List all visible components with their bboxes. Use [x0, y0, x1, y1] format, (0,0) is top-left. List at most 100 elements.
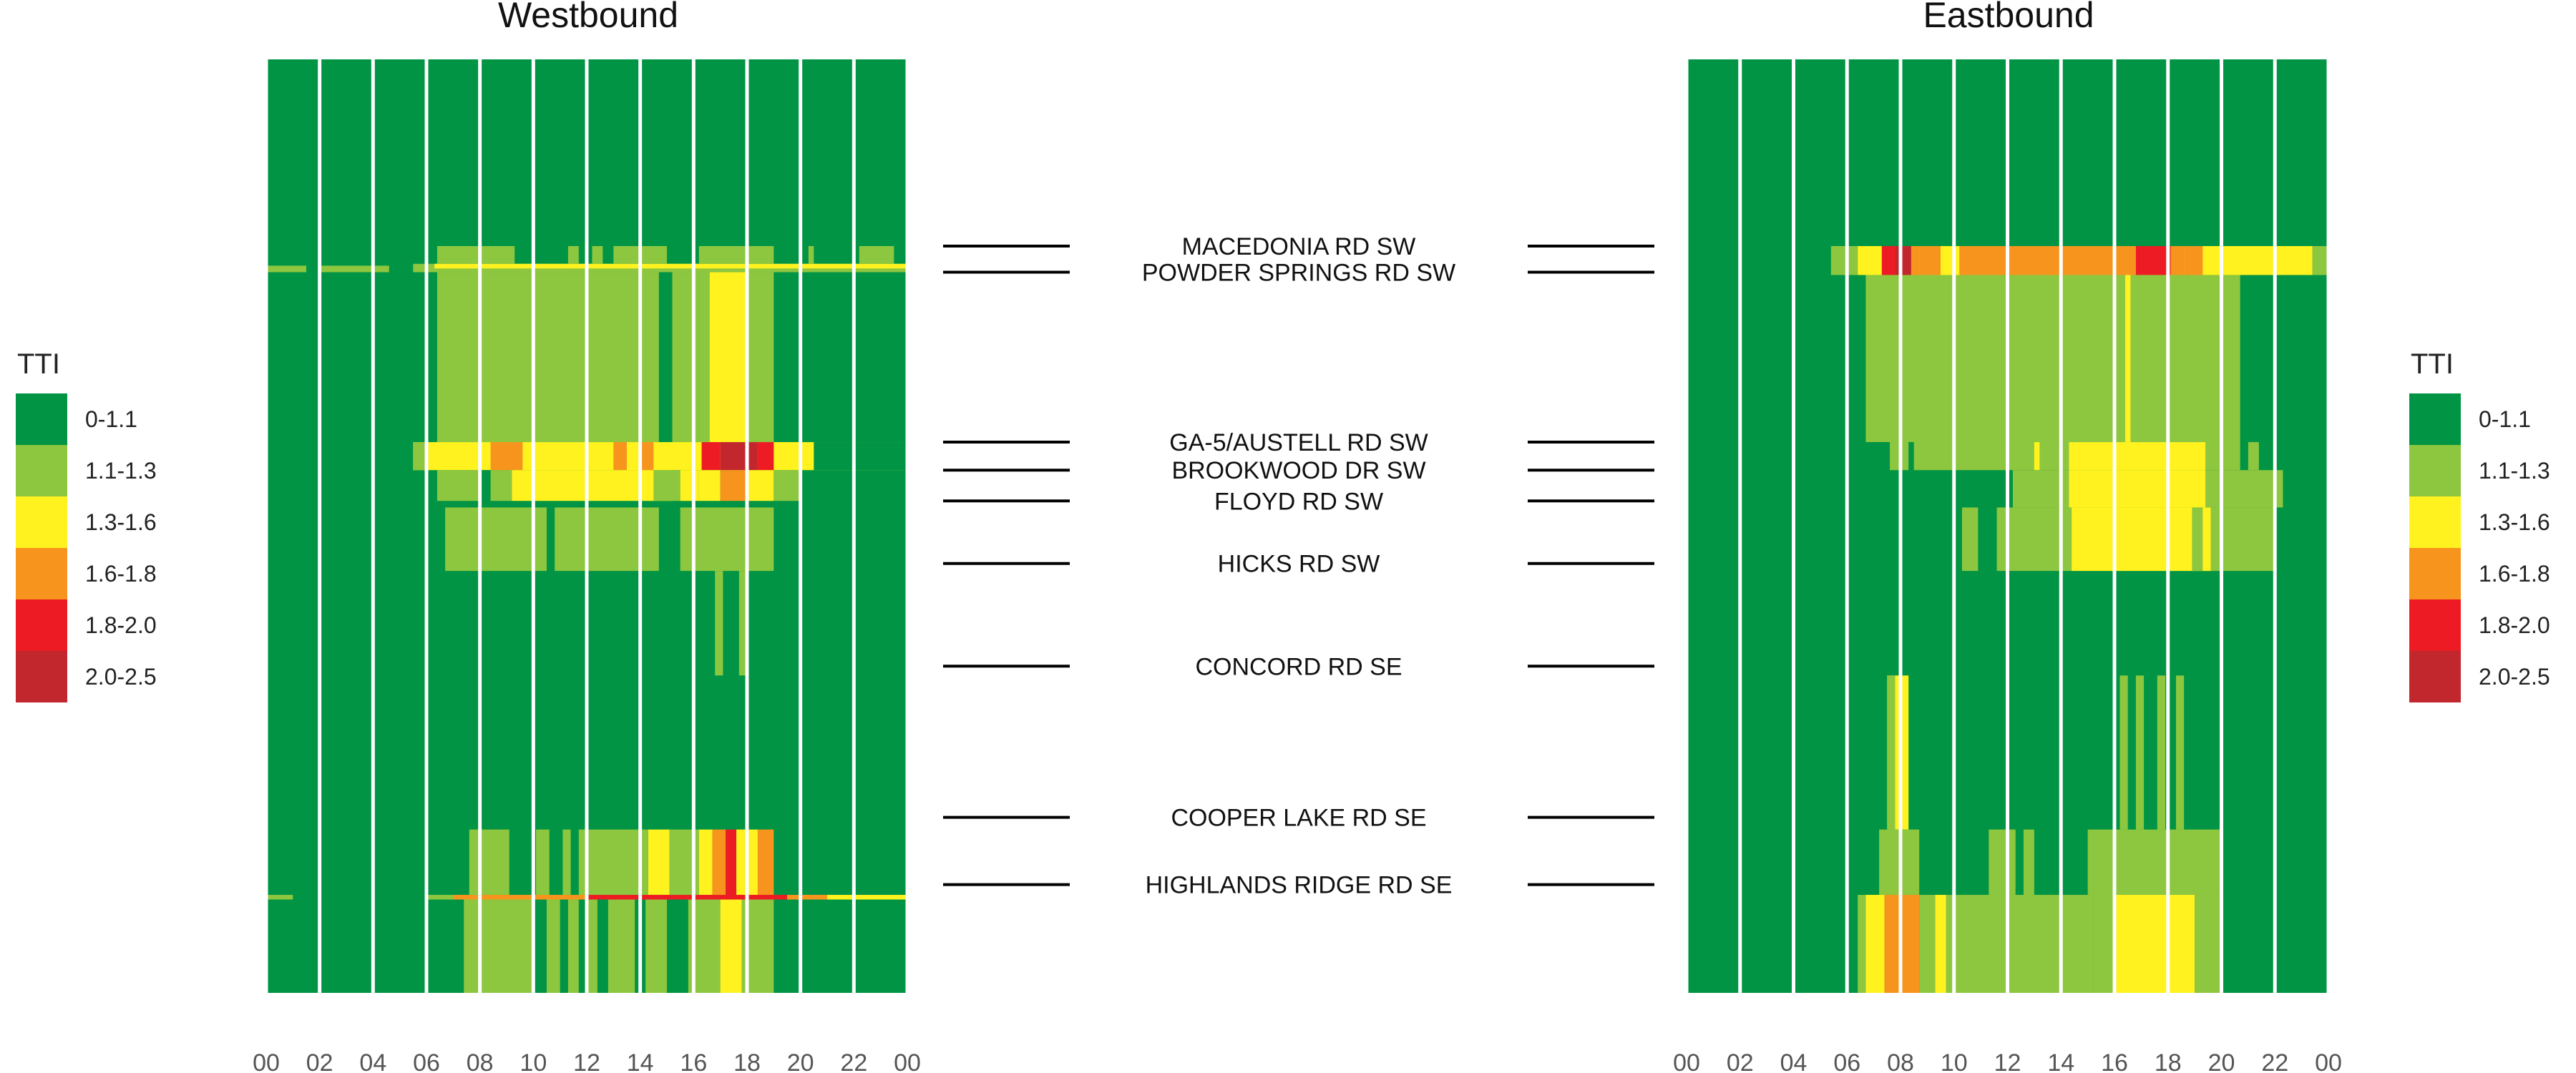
eastbound-gridlines: [1684, 59, 2331, 993]
westbound-heatmap-cell: [827, 894, 907, 900]
westbound-heatmap-cell: [653, 470, 680, 501]
westbound-heatmap-cell: [726, 829, 737, 895]
eastbound-heatmap-cell: [1919, 246, 1941, 275]
westbound-heatmap-cell: [720, 442, 758, 471]
westbound-heatmap-cell: [648, 829, 670, 895]
eastbound-heatmap-cell: [2124, 275, 2131, 443]
legend-swatch: [2409, 393, 2461, 445]
eastbound-heatmap-cell: [1941, 246, 1960, 275]
westbound-heatmap-cell: [592, 246, 603, 264]
westbound-heatmap-cell: [490, 442, 523, 471]
road-label: FLOYD RD SW: [1214, 488, 1383, 515]
eastbound-heatmap-cell: [1959, 246, 2136, 275]
westbound-heatmap-cell: [536, 829, 550, 895]
eastbound-heatmap-cell: [2184, 246, 2203, 275]
westbound-heatmap-cell: [640, 442, 654, 471]
eastbound-tick-label: 08: [1887, 1049, 1914, 1073]
eastbound-heatmap-cell: [1935, 894, 1946, 993]
westbound-heatmap-cell: [453, 894, 667, 900]
road-label: HIGHLANDS RIDGE RD SE: [1146, 872, 1453, 899]
legend-swatch: [16, 445, 67, 496]
legend-swatch: [16, 548, 67, 599]
road-label: MACEDONIA RD SW: [1182, 233, 1416, 260]
legend-swatch: [16, 393, 67, 445]
westbound-heatmap-cell: [680, 507, 774, 572]
road-label: COOPER LAKE RD SE: [1171, 805, 1426, 832]
eastbound-heatmap-cell: [2069, 470, 2206, 508]
eastbound-heatmap-cell: [1830, 246, 1858, 275]
westbound-heatmap-cell: [562, 829, 571, 895]
eastbound-heatmap-cell: [2221, 470, 2283, 508]
eastbound-tick-label: 00: [2315, 1049, 2342, 1073]
eastbound-heatmap-cell: [1961, 507, 1979, 572]
westbound-heatmap-cell: [698, 272, 710, 443]
westbound-tick-label: 16: [680, 1049, 707, 1073]
legend-label: 1.1-1.3: [85, 458, 157, 484]
westbound-heatmap-cell: [757, 829, 774, 895]
westbound-heatmap-cell: [814, 442, 907, 471]
westbound-heatmap-cell: [859, 246, 894, 264]
eastbound-heatmap-cell: [2119, 675, 2128, 830]
eastbound-heatmap-cell: [2175, 675, 2185, 830]
eastbound-tick-label: 12: [1994, 1049, 2021, 1073]
westbound-heatmap-cell: [698, 470, 721, 501]
westbound-heatmap-cell: [469, 829, 509, 895]
eastbound-heatmap-cell: [2135, 246, 2171, 275]
westbound-tick-label: 14: [627, 1049, 654, 1073]
westbound-heatmap-cell: [578, 829, 648, 895]
westbound-heatmap-cell: [608, 899, 635, 993]
legend-label: 2.0-2.5: [85, 664, 157, 690]
westbound-heatmap-cell: [720, 470, 747, 501]
eastbound-heatmap-cell: [1895, 246, 1911, 275]
eastbound-heatmap-cell: [2023, 829, 2034, 895]
westbound-heatmap-cell: [445, 507, 547, 572]
westbound-title: Westbound: [498, 0, 678, 35]
eastbound-heatmap-cell: [2135, 675, 2145, 830]
legend-swatch: [2409, 599, 2461, 651]
westbound-heatmap-cell: [436, 246, 480, 264]
westbound-heatmap-cell: [709, 272, 747, 443]
westbound-x-axis: 00 02 04 06 08 10 12 14 16 18 20 22 00: [253, 1049, 921, 1073]
road-label: HICKS RD SW: [1218, 551, 1380, 578]
westbound-heatmap-cell: [774, 470, 801, 501]
legend-label: 1.6-1.8: [2479, 561, 2550, 587]
legend-swatch: [2409, 548, 2461, 599]
westbound-tick-label: 00: [253, 1049, 280, 1073]
westbound-heatmap-cell: [757, 442, 774, 471]
westbound-heatmap-cell: [266, 894, 293, 900]
westbound-heatmap-cell: [720, 899, 742, 993]
eastbound-heatmap-cell: [1989, 829, 2016, 895]
westbound-heatmap-cell: [698, 829, 713, 895]
westbound-heatmap-cell: [613, 442, 627, 471]
westbound-tick-label: 04: [359, 1049, 386, 1073]
legend-label: 0-1.1: [2479, 406, 2531, 432]
westbound-tick-label: 06: [413, 1049, 440, 1073]
eastbound-heatmap-cell: [2087, 829, 2222, 895]
eastbound-tick-label: 02: [1727, 1049, 1754, 1073]
eastbound-tick-label: 20: [2208, 1049, 2235, 1073]
legend-title: TTI: [17, 348, 60, 380]
eastbound-heatmap-cell: [2093, 894, 2114, 993]
eastbound-heatmap-cell: [2192, 507, 2203, 572]
westbound-panel: Westbound 00 02 04 06 08 10 12 14 16 18 20 22 00: [253, 0, 921, 1073]
eastbound-panel: Eastbound 00 02 04 06 08 10 12 14 16 18 20 22 00: [1673, 0, 2342, 1073]
westbound-heatmap-cell: [712, 829, 726, 895]
westbound-tick-label: 12: [573, 1049, 600, 1073]
westbound-heatmap-cell: [512, 470, 673, 501]
westbound-tick-label: 10: [519, 1049, 547, 1073]
westbound-tick-label: 18: [733, 1049, 761, 1073]
legend-label: 1.8-2.0: [2479, 612, 2550, 638]
westbound-tick-label: 08: [467, 1049, 494, 1073]
westbound-tick-label: 22: [840, 1049, 867, 1073]
eastbound-tick-label: 14: [2047, 1049, 2074, 1073]
westbound-heatmap-cell: [808, 246, 814, 264]
eastbound-heatmap-cell: [1865, 275, 2240, 443]
westbound-heatmap-cell: [747, 470, 774, 501]
eastbound-heatmap-cell: [2114, 894, 2195, 993]
legend-swatch: [16, 651, 67, 702]
westbound-gridlines: [264, 59, 909, 993]
legend-swatch: [16, 599, 67, 651]
eastbound-title: Eastbound: [1923, 0, 2094, 35]
